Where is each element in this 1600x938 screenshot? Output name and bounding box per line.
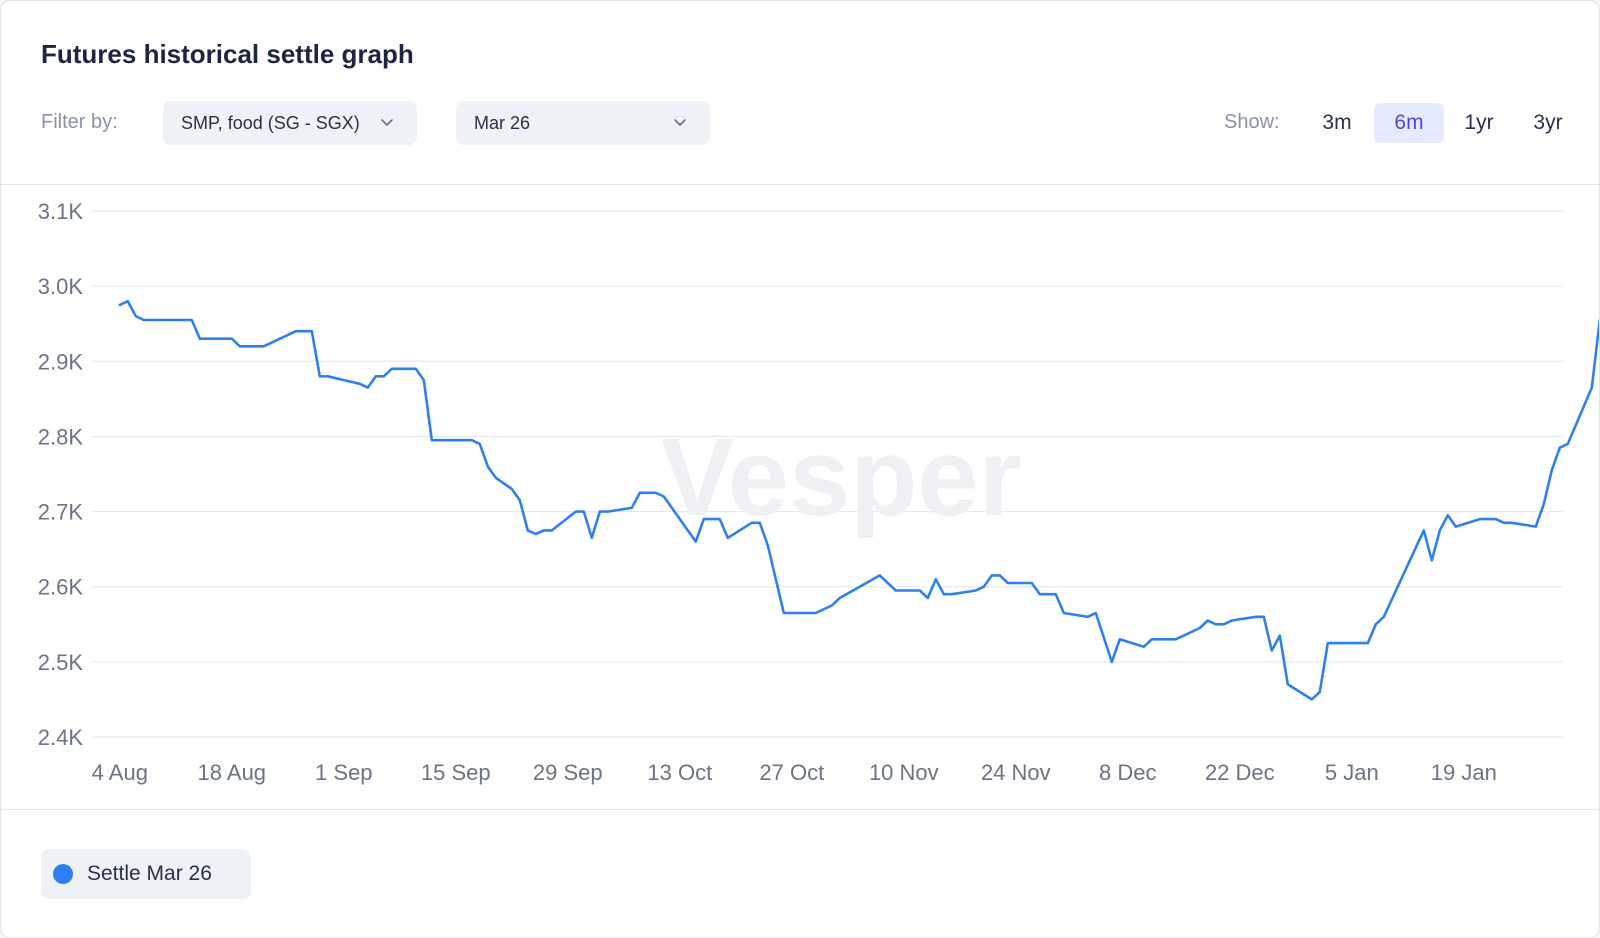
x-tick-label: 27 Oct xyxy=(759,760,824,785)
y-tick-label: 2.9K xyxy=(38,349,84,374)
settle-line-chart: Vesper 2.4K2.5K2.6K2.7K2.8K2.9K3.0K3.1K … xyxy=(38,199,1599,785)
chevron-down-icon xyxy=(381,119,393,126)
filter-label: Filter by: xyxy=(41,111,118,133)
product-select-value: SMP, food (SG - SGX) xyxy=(181,112,360,133)
x-tick-label: 4 Aug xyxy=(92,760,148,785)
watermark-text: Vesper xyxy=(661,416,1022,539)
header-divider xyxy=(1,184,1599,185)
page-title: Futures historical settle graph xyxy=(41,39,414,69)
y-tick-label: 2.7K xyxy=(38,500,84,525)
range-1yr-button[interactable]: 1yr xyxy=(1464,111,1494,134)
y-tick-label: 2.4K xyxy=(38,725,84,750)
series-layer xyxy=(118,299,1599,701)
x-tick-label: 15 Sep xyxy=(421,760,491,785)
x-tick-label: 8 Dec xyxy=(1099,760,1156,785)
range-3m-button[interactable]: 3m xyxy=(1322,111,1352,134)
range-6m-button[interactable]: 6m xyxy=(1374,103,1444,143)
x-tick-label: 24 Nov xyxy=(981,760,1051,785)
x-tick-label: 1 Sep xyxy=(315,760,373,785)
x-tick-label: 19 Jan xyxy=(1431,760,1497,785)
x-tick-label: 18 Aug xyxy=(198,760,267,785)
contract-select-value: Mar 26 xyxy=(474,112,531,133)
legend-label: Settle Mar 26 xyxy=(87,862,212,885)
y-tick-label: 3.0K xyxy=(38,274,84,299)
x-axis-ticks: 4 Aug 18 Aug 1 Sep 15 Sep 29 Sep 13 Oct 27 Oct… xyxy=(92,760,1497,785)
range-3yr-button[interactable]: 3yr xyxy=(1533,111,1563,134)
x-tick-label: 13 Oct xyxy=(647,760,712,785)
chevron-down-icon xyxy=(674,119,686,126)
x-tick-label: 22 Dec xyxy=(1205,760,1275,785)
legend-color-dot xyxy=(53,864,73,884)
legend-item-settle[interactable]: Settle Mar 26 xyxy=(41,849,251,899)
y-tick-label: 3.1K xyxy=(38,199,84,224)
series-line-settle[interactable] xyxy=(118,299,1599,701)
y-axis-ticks: 2.4K 2.5K 2.6K 2.7K 2.8K 2.9K 3.0K 3.1K xyxy=(38,199,84,750)
x-tick-label: 29 Sep xyxy=(533,760,603,785)
x-tick-label: 10 Nov xyxy=(869,760,939,785)
y-tick-label: 2.8K xyxy=(38,424,84,449)
legend-divider xyxy=(1,809,1599,810)
show-label: Show: xyxy=(1224,111,1280,133)
y-tick-label: 2.5K xyxy=(38,650,84,675)
contract-select[interactable]: Mar 26 xyxy=(456,101,710,145)
y-tick-label: 2.6K xyxy=(38,575,84,600)
x-tick-label: 5 Jan xyxy=(1325,760,1379,785)
grid-lines xyxy=(91,210,1563,738)
product-select[interactable]: SMP, food (SG - SGX) xyxy=(163,101,417,145)
